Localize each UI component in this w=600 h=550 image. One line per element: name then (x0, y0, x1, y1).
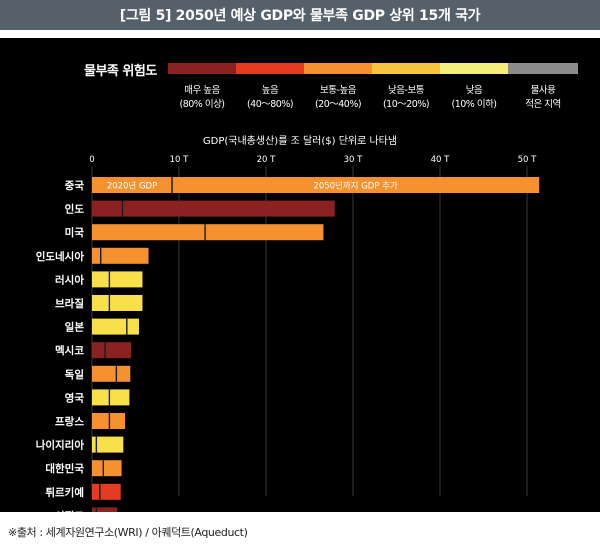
x-tick-label-4: 40 T (431, 155, 451, 165)
bar-2020-5 (92, 295, 110, 311)
bar-2050-added-4 (109, 271, 143, 288)
bar-2050-added-2 (205, 224, 324, 241)
source-note: ※출처 : 세계자원연구소(WRI) / 아퀘덕트(Aqueduct) (8, 526, 248, 539)
country-label-10: 프랑스 (55, 416, 84, 428)
bar-2050-added-6 (126, 318, 139, 335)
chart-title: GDP(국내총생산)를 조 달러($) 단위로 나타냄 (203, 134, 397, 147)
country-label-5: 브라질 (55, 297, 84, 310)
bar-2050-added-7 (105, 342, 132, 359)
bar-2050-added-8 (116, 365, 131, 382)
bar-2050-added-10 (109, 413, 126, 429)
legend-color-scale (168, 63, 578, 74)
legend-swatch-low-medium (372, 63, 440, 74)
bar-2020-7 (92, 342, 106, 359)
legend-label-low-use: 물사용 적은 지역 (525, 85, 561, 110)
bar-2020-6 (92, 318, 127, 335)
bar-2050-added-5 (109, 295, 143, 311)
legend-swatch-medium-high (304, 63, 372, 74)
legend-label-very-high: 매우 높음 (80% 이상) (179, 85, 225, 110)
bar-2020-12 (92, 460, 104, 477)
series-label-2020: 2020년 GDP (107, 181, 157, 192)
country-label-0: 중국 (65, 180, 85, 192)
legend-swatch-low-use (508, 63, 578, 74)
bar-2050-added-13 (99, 483, 121, 500)
legend-label-low: 낮음 (10% 이하) (451, 85, 497, 110)
legend-label-low-medium: 낮음-보통 (10～20%) (382, 85, 430, 110)
bar-2050-added-1 (122, 200, 335, 217)
legend-swatch-very-high (168, 63, 236, 74)
country-label-7: 멕시코 (55, 344, 84, 357)
country-label-9: 영국 (65, 391, 85, 404)
x-tick-label-0: 0 (89, 155, 94, 165)
bar-2020-8 (92, 365, 117, 382)
country-label-4: 러시아 (55, 273, 84, 286)
x-tick-label-3: 30 T (344, 155, 364, 165)
bar-2050-added-3 (100, 247, 149, 264)
x-tick-label-5: 50 T (518, 155, 538, 165)
legend-title: 물부족 위험도 (84, 64, 157, 79)
x-tick-label-1: 10 T (170, 155, 190, 165)
country-label-11: 나이지리아 (36, 439, 85, 452)
bar-2020-11 (92, 436, 97, 453)
bar-2020-13 (92, 483, 100, 500)
bar-2050-added-12 (103, 460, 122, 477)
bar-2050-added-14 (96, 507, 118, 512)
figure-title: [그림 5] 2050년 예상 GDP와 물부족 GDP 상위 15개 국가 (0, 0, 600, 30)
country-label-3: 인도네시아 (36, 250, 85, 263)
bar-2020-10 (92, 413, 110, 429)
country-label-13: 튀르키예 (45, 486, 84, 499)
bar-2050-added-0 (172, 177, 540, 193)
bar-2020-14 (92, 507, 97, 512)
gdp-bar-chart: GDP(국내총생산)를 조 달러($) 단위로 나타냄 0 10 T 20 T 30 T… (36, 134, 540, 512)
x-tick-label-2: 20 T (257, 155, 277, 165)
bar-2020-9 (92, 389, 110, 406)
country-label-12: 대한민국 (45, 462, 84, 475)
bar-2020-2 (92, 224, 206, 241)
legend-label-medium-high: 보통-높음 (20～40%) (314, 85, 362, 110)
legend-labels: 매우 높음 (80% 이상) 높음 (40～80%) 보통-높음 (20～40%… (168, 84, 578, 114)
country-label-6: 일본 (65, 321, 85, 334)
legend-swatch-high (236, 63, 304, 74)
bar-2020-1 (92, 200, 123, 217)
bar-2020-0 (92, 177, 173, 193)
bar-2020-4 (92, 271, 110, 288)
bar-2020-3 (92, 247, 101, 264)
country-label-8: 독일 (65, 368, 84, 381)
chart-panel: 물부족 위험도 매우 높음 (80% 이상) 높음 (40～80%) 보통-높음… (0, 38, 600, 512)
legend-swatch-low (440, 63, 508, 74)
country-label-1: 인도 (65, 203, 85, 216)
country-label-14: 이집트 (55, 509, 84, 512)
legend-label-high: 높음 (40～80%) (246, 85, 294, 110)
series-label-2050-added: 2050년까지 GDP 추가 (313, 181, 398, 192)
bar-2050-added-11 (96, 436, 124, 453)
country-label-2: 미국 (65, 226, 85, 239)
bar-2050-added-9 (109, 389, 130, 406)
